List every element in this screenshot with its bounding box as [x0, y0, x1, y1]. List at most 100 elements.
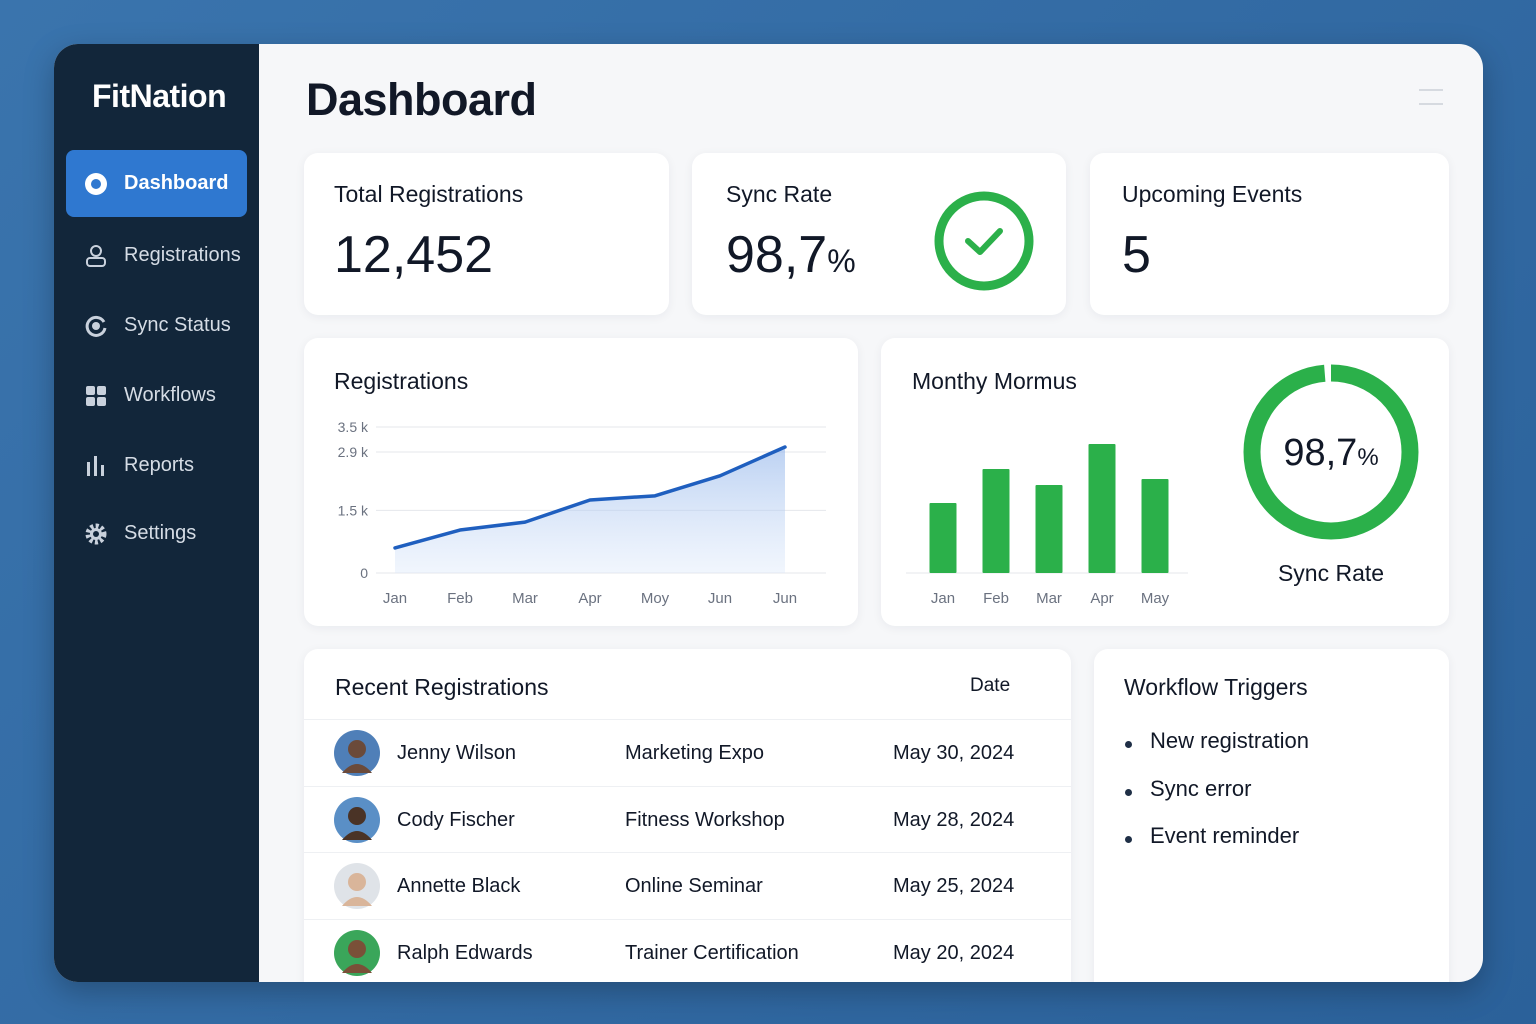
avatar [334, 930, 380, 977]
bar [1141, 479, 1169, 573]
x-tick-label: Mar [1036, 590, 1062, 607]
name: Ralph Edwards [397, 942, 533, 965]
check-ring [934, 191, 1034, 291]
nav-label: Settings [124, 522, 197, 544]
x-tick-label: Apr [1090, 590, 1113, 607]
nav-icon [86, 385, 106, 406]
name: Cody Fischer [397, 808, 515, 831]
nav-icon [87, 455, 104, 476]
nav-label: Workflows [124, 384, 216, 406]
stat-label: Upcoming Events [1122, 181, 1303, 207]
column-header: Date [970, 675, 1011, 696]
date: May 20, 2024 [893, 942, 1015, 965]
bar [929, 503, 957, 573]
nav-item[interactable]: Registrations [66, 222, 247, 289]
section-title: Workflow Triggers [1124, 674, 1308, 700]
line-chart-card: Registrations 3.5 k 2.9 k 1.5 k 0 Jan Feb Mar A… [304, 338, 858, 626]
donut-unit: % [1357, 444, 1378, 471]
event: Online Seminar [625, 875, 763, 898]
sidebar: FitNation Dashboard Registrations Sync Sta… [54, 44, 259, 982]
nav-item[interactable]: Workflows [66, 362, 247, 429]
nav-item[interactable]: Sync Status [66, 292, 247, 359]
name: Annette Black [397, 875, 521, 898]
table-row[interactable]: Jenny Wilson Marketing Expo May 30, 2024 [304, 719, 1071, 786]
bar-chart: Jan Feb Mar Apr May 98,7% Sync Rate [906, 364, 1419, 607]
event: Marketing Expo [625, 742, 764, 764]
page-title: Dashboard [306, 74, 537, 125]
stat-card: Upcoming Events 5 [1090, 153, 1449, 315]
line-chart: 3.5 k 2.9 k 1.5 k 0 Jan Feb Mar Apr Moy Jun Jun [338, 419, 826, 607]
x-tick-label: Feb [447, 590, 473, 607]
table-row[interactable]: Ralph Edwards Trainer Certification May 20… [304, 919, 1071, 982]
line [393, 445, 787, 550]
event: Fitness Workshop [625, 808, 785, 831]
bar [1035, 485, 1063, 573]
x-tick-label: Jan [931, 590, 955, 607]
date: May 28, 2024 [893, 808, 1015, 831]
stat-label: Total Registrations [334, 181, 524, 207]
y-tick-label: 0 [360, 565, 368, 581]
nav-icon [86, 244, 106, 267]
event: Trainer Certification [625, 942, 799, 965]
chart-title: Registrations [334, 368, 469, 394]
x-tick-label: Jun [708, 590, 732, 607]
x-tick-label: Jun [773, 590, 797, 607]
avatar [334, 730, 380, 776]
nav-label: Sync Status [124, 314, 231, 336]
nav-icon [85, 172, 107, 195]
menu-button[interactable] [1417, 88, 1445, 108]
x-tick-label: Jan [383, 590, 407, 607]
y-tick-label: 3.5 k [338, 419, 369, 435]
bullet [1125, 788, 1132, 796]
table-row[interactable]: Annette Black Online Seminar May 25, 2024 [304, 852, 1071, 919]
trigger-item: Event reminder [1150, 823, 1300, 848]
nav-icon [85, 523, 107, 544]
nav-label: Registrations [124, 244, 241, 266]
trigger-item: Sync error [1150, 775, 1252, 801]
stat-card: Sync Rate 98,7% [692, 153, 1066, 315]
chart-title: Monthy Mormus [912, 368, 1077, 394]
nav-label: Reports [124, 454, 195, 476]
nav-item[interactable]: Settings [66, 500, 247, 567]
workflow-triggers-card: Workflow Triggers New registration Sync e… [1094, 649, 1449, 982]
date: May 30, 2024 [893, 742, 1015, 764]
donut-arc [1243, 364, 1419, 540]
x-tick-label: Apr [578, 590, 601, 607]
area [395, 447, 785, 573]
donut-number: 98,7 [1283, 432, 1357, 474]
x-tick-label: Feb [983, 590, 1009, 607]
stat-unit: % [827, 243, 856, 279]
recent-registrations-card: Recent Registrations Date Jenny Wilson Ma… [304, 649, 1071, 982]
x-tick-label: Mar [512, 590, 538, 607]
bar [1088, 444, 1116, 573]
nav-item[interactable]: Reports [66, 432, 247, 499]
stat-value: 5 [1122, 226, 1151, 284]
nav-label: Dashboard [124, 172, 229, 194]
section-title: Recent Registrations [335, 674, 549, 700]
check-icon [934, 191, 1034, 291]
stat-label: Sync Rate [726, 181, 833, 207]
table-row[interactable]: Cody Fischer Fitness Workshop May 28, 2024 [304, 785, 1071, 853]
brand: FitNation [92, 78, 227, 114]
x-tick-label: Moy [641, 590, 670, 607]
avatar [334, 796, 380, 843]
app-window: FitNation Dashboard Registrations Sync Sta… [54, 44, 1483, 982]
date: May 25, 2024 [893, 875, 1015, 898]
stat-value: 98,7% [726, 225, 856, 285]
name: Jenny Wilson [397, 742, 516, 764]
bullet [1125, 741, 1132, 748]
bullet [1125, 836, 1132, 843]
bar [982, 469, 1010, 573]
avatar [334, 863, 380, 910]
check-mark [965, 228, 1003, 255]
trigger-item: New registration [1150, 728, 1309, 753]
stat-card: Total Registrations 12,452 [304, 153, 669, 315]
stat-number: 98,7 [726, 226, 828, 284]
nav-item[interactable]: Dashboard [66, 150, 247, 217]
donut-caption: Sync Rate [1278, 560, 1384, 586]
stat-value: 12,452 [334, 226, 494, 284]
donut-value: 98,7% [1283, 432, 1378, 474]
x-tick-label: May [1141, 590, 1170, 607]
y-tick-label: 2.9 k [338, 444, 369, 460]
